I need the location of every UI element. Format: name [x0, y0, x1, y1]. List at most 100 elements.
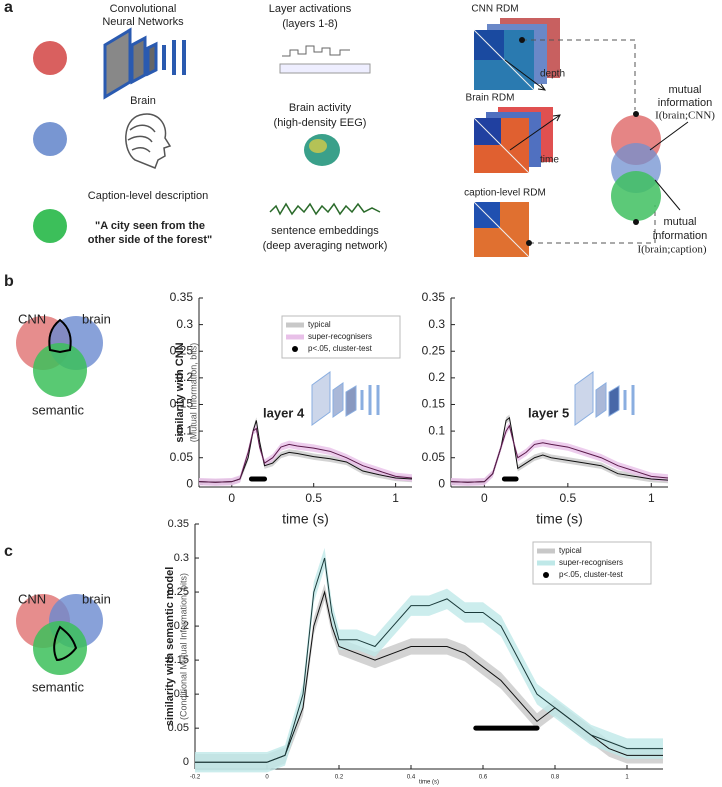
mi-label: information	[658, 97, 712, 109]
representation-label: (layers 1-8)	[282, 18, 338, 30]
rdm	[473, 107, 553, 174]
connector	[522, 39, 656, 244]
y-axis-label: similarity with semantic model	[164, 567, 176, 727]
x-axis-label: time (s)	[419, 780, 439, 786]
caption-text: other side of the forest"	[88, 234, 212, 246]
model-dot	[33, 41, 67, 75]
y-tick-label: 0.3	[428, 317, 445, 331]
row-label: Brain	[130, 95, 156, 107]
x-tick-label: 0.6	[479, 775, 488, 781]
y-tick-label: 0.35	[422, 290, 446, 304]
y-tick-label: 0.05	[170, 450, 194, 464]
y-tick-label: 0.05	[168, 722, 189, 734]
rdm-label: caption-level RDM	[464, 188, 546, 199]
y-tick-label: 0.25	[170, 343, 194, 357]
venn-label: brain	[82, 591, 111, 606]
x-axis-label: time (s)	[282, 511, 329, 527]
x-axis-label: time (s)	[536, 511, 583, 527]
arrow-label: time	[540, 155, 559, 166]
x-tick-label: 0.5	[560, 491, 577, 505]
y-tick-label: 0.3	[174, 552, 189, 564]
eeg-icon	[309, 139, 327, 153]
x-tick-label: 1	[625, 775, 629, 781]
annotation: layer 5	[528, 405, 569, 420]
pointer	[649, 121, 689, 151]
caption-text: "A city seen from the	[95, 220, 205, 232]
y-tick-label: 0.3	[176, 317, 193, 331]
representation-label: (deep averaging network)	[263, 240, 388, 252]
legend-swatch	[543, 572, 549, 578]
panel-label: b	[4, 273, 14, 290]
y-tick-label: 0.2	[174, 620, 189, 632]
connector-dot	[526, 240, 532, 246]
annotation: layer 4	[263, 405, 305, 420]
y-tick-label: 0.15	[170, 397, 194, 411]
series-line	[198, 427, 413, 483]
rdm	[473, 201, 530, 258]
mi-label: mutual	[663, 216, 696, 228]
arrow-label: depth	[540, 69, 565, 80]
mi-formula: I(brain;caption)	[637, 244, 706, 256]
x-tick-label: 0.8	[551, 775, 560, 781]
error-band	[199, 424, 412, 486]
representation-label: (high-density EEG)	[274, 117, 367, 129]
model-dot	[33, 209, 67, 243]
y-tick-label: 0.25	[422, 343, 446, 357]
mi-venn	[611, 115, 661, 221]
head-icon	[125, 113, 172, 169]
venn-label: CNN	[18, 591, 46, 606]
y-axis-sublabel: (Conditional Mutual Information, bits)	[178, 573, 188, 720]
x-tick-label: 1	[392, 491, 399, 505]
venn-label: semantic	[32, 679, 85, 694]
y-tick-label: 0.05	[422, 450, 446, 464]
row-label: Caption-level description	[88, 190, 208, 202]
error-band	[195, 547, 663, 773]
x-tick-label: 0	[265, 775, 269, 781]
representation-label: sentence embeddings	[271, 225, 379, 237]
x-tick-label: 0	[481, 491, 488, 505]
layer-inset	[311, 371, 380, 426]
legend-label: super-recognisers	[308, 332, 372, 341]
venn	[16, 316, 103, 397]
y-axis-sublabel: (Mutual Information, bits)	[188, 343, 198, 443]
connector-dot	[633, 111, 639, 117]
connector-dot	[519, 37, 525, 43]
representation-label: Brain activity	[289, 102, 352, 114]
legend-label: p<.05, cluster-test	[559, 570, 624, 579]
series-line	[450, 424, 669, 483]
legend-label: typical	[308, 320, 331, 329]
representation-label: Layer activations	[269, 3, 352, 15]
cnn-icon	[103, 27, 186, 100]
venn-label: semantic	[32, 402, 85, 417]
rdm-label: CNN RDM	[471, 4, 518, 15]
y-tick-label: 0.35	[168, 518, 189, 530]
y-tick-label: 0	[438, 477, 445, 491]
y-tick-label: 0.15	[168, 654, 189, 666]
row-label: Convolutional	[110, 3, 177, 15]
venn	[16, 594, 103, 675]
venn-label: CNN	[18, 311, 46, 326]
y-tick-label: 0.1	[174, 688, 189, 700]
layer-inset	[574, 371, 635, 426]
embedding-icon	[269, 202, 381, 216]
y-tick-label: 0	[186, 477, 193, 491]
y-tick-label: 0.2	[428, 370, 445, 384]
mi-label: information	[653, 230, 707, 242]
legend-swatch	[292, 346, 298, 352]
rdm	[473, 18, 560, 91]
mi-formula: I(brain;CNN)	[655, 110, 715, 122]
arrow	[504, 59, 561, 151]
x-tick-label: 0	[228, 491, 235, 505]
x-tick-label: -0.2	[190, 775, 201, 781]
series-line	[195, 557, 663, 763]
y-tick-label: 0.35	[170, 290, 194, 304]
activation-icon	[279, 45, 371, 74]
mi-label: mutual	[668, 84, 701, 96]
x-tick-label: 0.2	[335, 775, 344, 781]
legend-label: super-recognisers	[559, 558, 623, 567]
y-tick-label: 0	[183, 756, 189, 768]
y-axis-label: similarity with CNN	[174, 342, 186, 442]
series-line	[195, 590, 663, 763]
model-dot	[33, 122, 67, 156]
